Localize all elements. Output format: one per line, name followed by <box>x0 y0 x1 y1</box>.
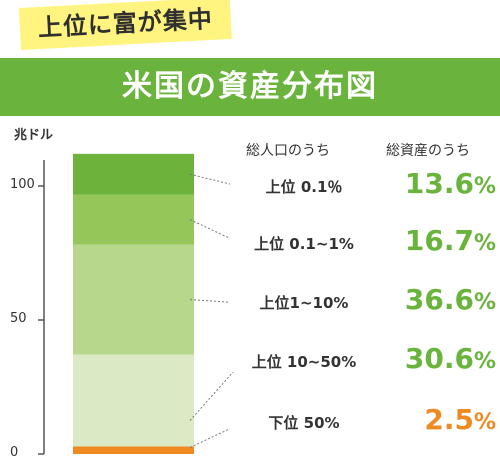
leader-line <box>189 219 243 245</box>
percent-symbol: % <box>473 174 496 199</box>
y-tick-label: 100 <box>10 177 35 192</box>
column-header-population: 総人口のうち <box>246 143 330 159</box>
leader-line <box>189 422 243 448</box>
chart-title: 米国の資産分布図 <box>0 58 500 116</box>
column-header-assets: 総資産のうち <box>386 143 470 159</box>
bar-segment <box>73 153 194 195</box>
segment-label: 下位 50% <box>230 412 378 433</box>
asset-share-value: 13.6% <box>384 167 496 200</box>
bar-segment <box>73 446 194 454</box>
asset-share-number: 30.6 <box>404 342 474 375</box>
y-axis-unit: 兆ドル <box>14 128 54 143</box>
percent-symbol: % <box>473 349 496 374</box>
percent-symbol: % <box>473 410 496 435</box>
leader-line <box>189 299 243 304</box>
bar-segment <box>73 244 194 355</box>
segment-label: 上位 0.1％ <box>230 176 378 197</box>
bar-segment <box>73 194 194 245</box>
y-tick-label: 50 <box>10 311 27 326</box>
segment-label: 上位 0.1~1% <box>230 233 378 254</box>
asset-share-number: 2.5 <box>424 403 474 436</box>
asset-share-number: 36.6 <box>404 283 474 316</box>
asset-share-number: 13.6 <box>404 167 474 200</box>
asset-share-number: 16.7 <box>404 224 474 257</box>
y-tick-label: 0 <box>10 445 19 460</box>
percent-symbol: % <box>473 290 496 315</box>
asset-share-value: 16.7% <box>384 224 496 257</box>
segment-label: 上位 10~50% <box>230 351 378 372</box>
asset-share-value: 36.6% <box>384 283 496 316</box>
segment-label: 上位1~10% <box>230 292 378 313</box>
percent-symbol: % <box>473 231 496 256</box>
bar-segment <box>73 354 194 447</box>
asset-share-value: 2.5% <box>384 403 496 436</box>
asset-share-value: 30.6% <box>384 342 496 375</box>
